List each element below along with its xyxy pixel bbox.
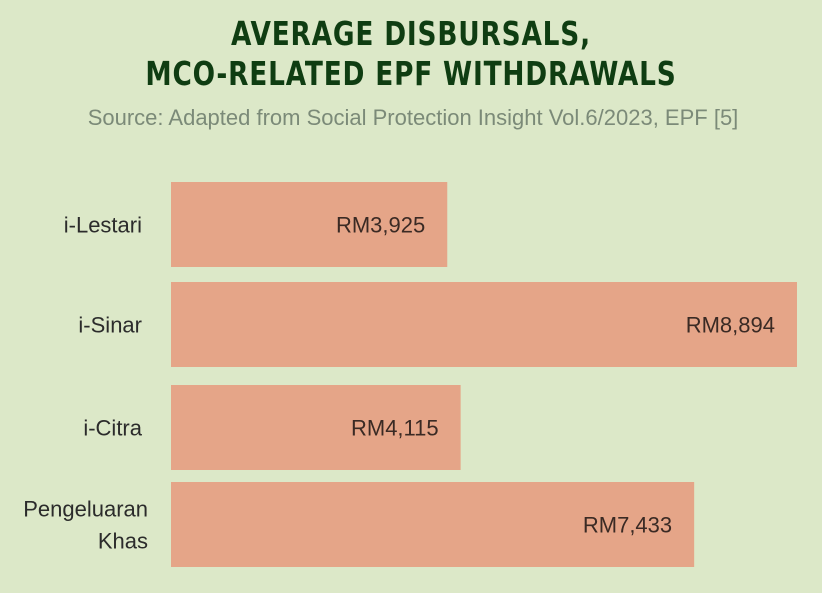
category-label-line: i-Lestari	[64, 213, 142, 238]
chart-subtitle: Source: Adapted from Social Protection I…	[87, 105, 739, 130]
value-label-pengeluaran-khas: RM7,433	[583, 513, 672, 538]
bar-i-lestari	[171, 182, 448, 267]
category-label-line: i-Citra	[83, 416, 142, 441]
value-label-i-lestari: RM3,925	[336, 213, 425, 238]
category-label-i-lestari: i-Lestari	[64, 213, 142, 238]
bar-pengeluaran-khas	[171, 482, 695, 567]
category-label-pengeluaran-khas: Pengeluaran Khas	[23, 497, 148, 554]
category-label-line: i-Sinar	[78, 313, 142, 338]
category-label-line: Khas	[98, 529, 148, 554]
bar-i-sinar	[171, 282, 797, 367]
value-label-i-citra: RM4,115	[351, 416, 439, 441]
category-label-i-citra: i-Citra	[83, 416, 142, 441]
category-label-i-sinar: i-Sinar	[78, 313, 142, 338]
chart-title-line-2: MCO-RELATED EPF WITHDRAWALS	[145, 54, 677, 93]
bar-i-citra	[171, 385, 461, 470]
value-label-i-sinar: RM8,894	[686, 313, 775, 338]
chart-title-line-1: AVERAGE DISBURSALS,	[231, 14, 591, 53]
category-label-line: Pengeluaran	[23, 497, 148, 522]
